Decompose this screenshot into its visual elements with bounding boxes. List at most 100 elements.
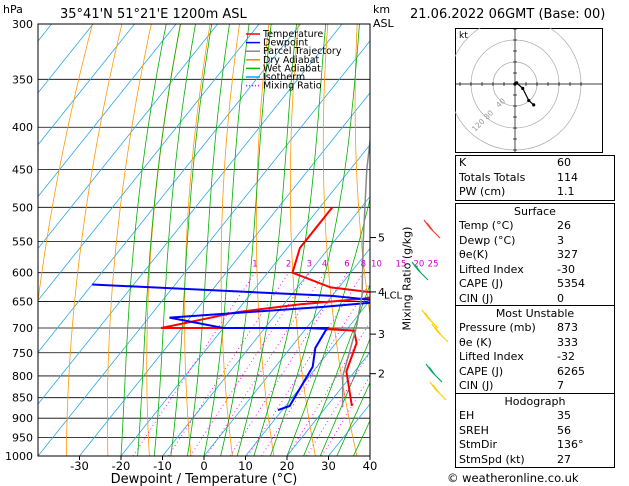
mixing-ratio-label: 3 [307,260,312,270]
most-unstable-value: 7 [557,379,564,392]
legend-label: Dewpoint [263,38,308,49]
x-tick-label: -10 [153,459,172,473]
x-tick-label: 0 [200,459,207,473]
series-parcel-trajectory [341,134,370,408]
pressure-tick-label: 300 [12,18,33,31]
pressure-tick-label: 400 [12,121,33,134]
x-tick-label: 40 [363,459,378,473]
x-tick-label: 30 [321,459,336,473]
mixing-ratio-line [190,272,310,456]
surface-value: 5354 [557,277,585,290]
hodograph-table-title: Hodograph [504,395,566,408]
isotherm-line [38,24,343,405]
surface-value: 3 [557,233,564,247]
wet-adiabat-line [203,24,250,456]
wet-adiabat-line [120,24,167,456]
surface-label: CIN (J) [459,291,494,305]
wind-barb-icon [411,261,429,281]
legend-label: Isotherm [263,72,305,83]
index-row: K 60 [456,156,614,171]
isotherm-line [203,247,370,456]
index-value: 1.1 [557,185,575,198]
km-tick-label: 2 [378,368,385,381]
wet-adiabat-line [253,24,327,456]
surface-label: Lifted Index [459,262,524,276]
most-unstable-row: θe (K) 333 [456,336,614,351]
surface-row: Dewp (°C) 3 [456,234,614,249]
pressure-tick-label: 900 [12,412,33,425]
legend-label: Mixing Ratio [263,81,322,92]
dry-adiabat-line [184,24,211,456]
most-unstable-label: θe (K) [459,335,492,349]
isotherm-line [38,24,301,353]
index-row: PW (cm) 1.1 [456,185,614,200]
x-tick-label: 20 [280,459,295,473]
footer-copyright: © weatheronline.co.uk [447,471,579,485]
most-unstable-row: CIN (J) 7 [456,379,614,394]
km-tick-label: 4 [378,286,385,299]
wet-adiabat-line [153,24,196,456]
mixing-ratio-label: 8 [361,260,366,270]
most-unstable-label: Lifted Index [459,350,524,363]
hodograph-stat-row: EH 35 [456,409,614,424]
hodograph-stat-label: SREH [459,423,489,437]
x-tick-label: -20 [112,459,131,473]
wet-adiabat-line [236,24,297,456]
hodograph-stat-value: 35 [557,409,571,422]
surface-row: CAPE (J) 5354 [456,277,614,292]
wind-barb-icon [431,323,449,343]
legend-label: Wet Adiabat [263,63,321,74]
wet-adiabat-line [319,338,370,456]
index-label: K [459,156,467,169]
most-unstable-value: -32 [557,350,575,363]
mixing-ratio-label: 1 [252,260,257,270]
pressure-tick-label: 500 [12,201,33,214]
most-unstable-title: Most Unstable [495,307,575,320]
isotherm-line [38,40,370,456]
surface-table: Surface Temp (°C) 26 Dewp (°C) 3 θe(K) 327 Lif… [455,203,615,307]
asl-label: ASL [373,17,394,30]
wet-adiabat-line [220,24,272,456]
pressure-tick-label: 350 [12,73,33,86]
series-dewpoint [92,283,370,412]
isotherm-line [38,24,135,146]
x-tick-label: -30 [70,459,89,473]
mixing-ratio-label: 6 [344,260,349,270]
index-label: PW (cm) [459,185,506,198]
hodograph-stat-label: EH [459,409,475,422]
most-unstable-table: Most Unstable Pressure (mb) 873 θe (K) 333 L… [455,305,615,395]
most-unstable-row: Pressure (mb) 873 [456,321,614,336]
mixing-ratio-label: 4 [322,260,327,270]
hodograph-stat-label: StmDir [459,438,498,451]
pressure-tick-label: 750 [12,347,33,360]
most-unstable-value: 333 [557,335,578,349]
mixing-ratio-line [168,272,289,456]
mixing-ratio-label: 20 [413,260,424,270]
wind-barb-icon [429,381,447,401]
pressure-tick-label: 800 [12,370,33,383]
pressure-tick-label: 650 [12,295,33,308]
hodograph-stat-value: 27 [557,452,571,466]
index-label: Totals Totals [459,170,526,184]
wet-adiabat-line [137,24,181,456]
wind-barb-icon [423,219,441,239]
mixing-ratio-label: 25 [428,260,439,270]
pressure-tick-label: 1000 [5,450,33,463]
km-tick-label: 5 [378,232,385,245]
hodograph-unit-label: kt [459,31,468,41]
mixing-ratio-line [306,351,370,456]
index-value: 114 [557,170,578,184]
hodograph-stat-value: 136° [557,438,584,451]
wet-adiabat-line [270,24,360,456]
dry-adiabat-line [220,24,240,456]
surface-row: Lifted Index -30 [456,263,614,278]
hodograph-point [521,86,525,90]
legend-label: Temperature [262,29,323,40]
pressure-tick-label: 950 [12,432,33,445]
most-unstable-label: Pressure (mb) [459,321,536,334]
mixing-ratio-line [229,272,348,456]
isotherm-line [286,351,370,456]
mixing-ratio-line [321,375,370,456]
mixing-ratio-label: 2 [286,260,291,270]
